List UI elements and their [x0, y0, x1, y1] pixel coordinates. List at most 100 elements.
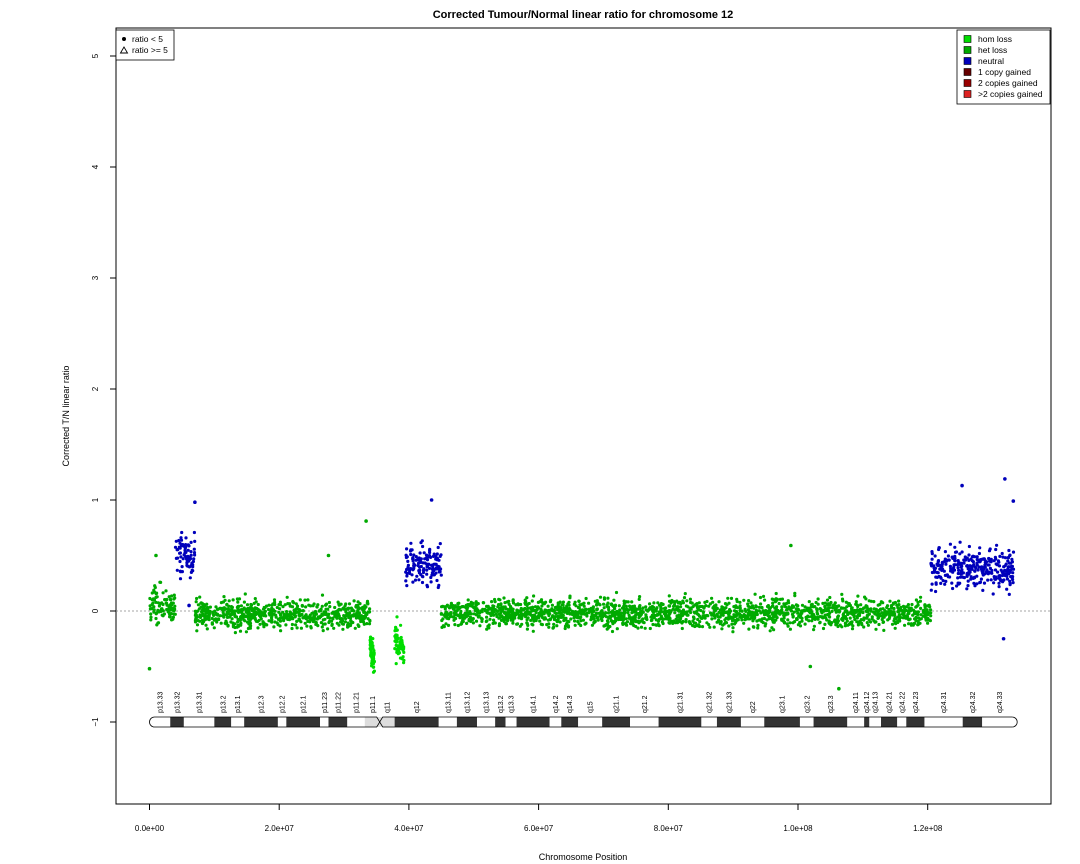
- data-point: [783, 605, 788, 609]
- data-point: [939, 576, 943, 580]
- data-point: [463, 612, 467, 616]
- data-point: [760, 606, 764, 610]
- data-point: [978, 560, 982, 564]
- data-point: [981, 571, 985, 575]
- data-point: [959, 572, 963, 576]
- data-point: [476, 611, 480, 615]
- data-point: [648, 602, 652, 606]
- ideogram-band: [847, 717, 865, 727]
- data-point: [548, 617, 553, 621]
- data-point: [187, 565, 192, 569]
- data-point: [195, 623, 200, 627]
- band-label: q14.3: [567, 695, 574, 713]
- data-point: [800, 603, 805, 607]
- data-point: [992, 581, 996, 585]
- data-point: [884, 612, 889, 617]
- data-point: [752, 617, 756, 621]
- data-point: [206, 605, 210, 610]
- y-axis-label: Corrected T/N linear ratio: [61, 366, 71, 467]
- data-point: [446, 623, 451, 628]
- data-point: [399, 635, 403, 640]
- data-point: [278, 619, 283, 623]
- data-point: [606, 596, 610, 600]
- data-point: [872, 600, 876, 604]
- data-point: [476, 602, 480, 606]
- data-point: [496, 609, 500, 614]
- data-point: [417, 569, 421, 573]
- data-point: [435, 552, 439, 556]
- data-point: [1009, 575, 1014, 579]
- data-point: [196, 609, 200, 613]
- data-point: [554, 611, 558, 616]
- data-point: [471, 601, 475, 606]
- data-point: [279, 629, 283, 633]
- data-point: [774, 591, 778, 596]
- data-point: [683, 592, 687, 596]
- data-point: [773, 611, 777, 615]
- data-point: [349, 620, 354, 624]
- data-point: [992, 575, 996, 579]
- data-point: [417, 556, 421, 560]
- data-point: [929, 608, 933, 612]
- data-point: [558, 620, 562, 624]
- data-point: [180, 565, 184, 569]
- data-point: [798, 615, 802, 619]
- data-point: [728, 609, 733, 613]
- data-point: [164, 601, 168, 605]
- data-point: [321, 629, 325, 633]
- data-point: [701, 610, 706, 615]
- ideogram-band: [214, 717, 232, 727]
- data-point: [173, 545, 178, 549]
- band-label: q21.1: [614, 695, 621, 713]
- data-point: [577, 610, 581, 614]
- outlier-point: [1011, 499, 1016, 503]
- data-point: [785, 601, 789, 606]
- data-point: [612, 598, 616, 602]
- x-tick-label: 2.0e+07: [265, 824, 295, 833]
- data-point: [225, 602, 229, 606]
- chart-title: Corrected Tumour/Normal linear ratio for…: [433, 9, 734, 21]
- data-point: [460, 614, 464, 619]
- data-point: [214, 605, 218, 609]
- data-point: [417, 558, 421, 562]
- band-label: q24.12: [864, 691, 871, 713]
- data-point: [466, 598, 470, 602]
- data-point: [576, 605, 581, 610]
- data-point: [782, 616, 786, 620]
- data-point: [929, 588, 933, 592]
- data-point: [700, 625, 705, 629]
- data-point: [468, 604, 472, 608]
- data-point: [826, 602, 830, 607]
- data-point: [348, 623, 353, 628]
- data-point: [724, 616, 728, 620]
- data-point: [149, 615, 153, 619]
- data-point: [893, 620, 897, 624]
- data-point: [667, 613, 671, 617]
- data-point: [1008, 583, 1012, 587]
- data-point: [496, 603, 501, 607]
- data-point: [411, 568, 415, 572]
- data-point: [789, 609, 794, 613]
- data-point: [149, 618, 153, 622]
- band-label: p12.1: [301, 695, 308, 713]
- x-tick-label: 1.2e+08: [913, 824, 943, 833]
- data-point: [290, 612, 294, 616]
- data-point: [299, 626, 303, 630]
- data-point: [301, 616, 305, 620]
- data-point: [862, 618, 866, 622]
- data-point: [975, 555, 979, 559]
- data-point: [602, 624, 606, 628]
- data-point: [710, 617, 714, 621]
- data-point: [468, 615, 472, 619]
- data-point: [611, 620, 615, 624]
- data-point: [181, 557, 185, 561]
- data-point: [860, 621, 864, 626]
- data-point: [286, 602, 290, 606]
- data-point: [919, 606, 923, 611]
- data-point: [676, 605, 680, 609]
- data-point: [187, 544, 191, 548]
- data-point: [896, 606, 900, 610]
- ideogram-band: [516, 717, 550, 727]
- data-point: [926, 621, 930, 625]
- band-label: q21.33: [726, 691, 733, 713]
